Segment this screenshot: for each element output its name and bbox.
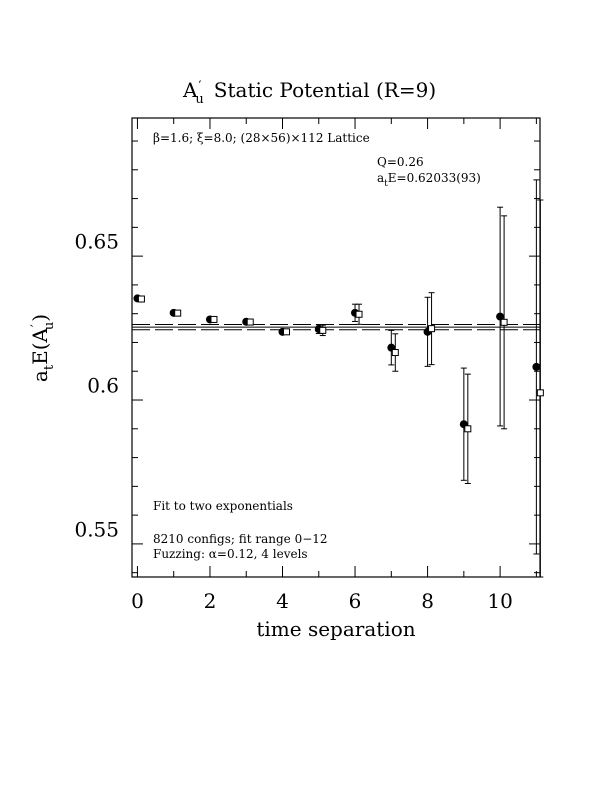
fit-band <box>132 323 540 331</box>
x-axis-ticks: 0 2 4 6 8 10 <box>131 118 537 613</box>
x-tick-label: 6 <box>349 589 362 613</box>
x-tick-label: 8 <box>421 589 434 613</box>
x-tick-label: 4 <box>276 589 289 613</box>
data-point-square <box>536 389 544 397</box>
energy-annotation: atE=0.62033(93) <box>377 171 481 189</box>
x-tick-label: 10 <box>487 589 512 613</box>
data-point-square <box>428 325 436 333</box>
x-axis-label: time separation <box>256 617 415 641</box>
y-axis-label: atE(A′u) <box>28 314 57 382</box>
data-point-square <box>210 315 218 323</box>
fit-annotation: Fit to two exponentials <box>153 499 293 513</box>
data-point-circle <box>532 362 541 371</box>
data-point-square <box>355 310 363 318</box>
fuzzing-annotation: Fuzzing: α=0.12, 4 levels <box>153 547 308 561</box>
data-point-circle <box>496 312 505 321</box>
chart-title: A′ u Static Potential (R=9) <box>182 78 436 107</box>
configs-annotation: 8210 configs; fit range 0−12 <box>153 532 328 546</box>
data-point-square <box>282 328 290 336</box>
data-point-square <box>500 318 508 326</box>
data-point-square <box>174 309 182 317</box>
data-point-square <box>319 326 327 334</box>
data-point-square <box>137 295 145 303</box>
lattice-annotation: β=1.6; ξ=8.0; (28×56)×112 Lattice <box>153 131 370 145</box>
y-tick-label: 0.6 <box>87 374 119 398</box>
y-tick-label: 0.55 <box>74 518 119 542</box>
data-point-square <box>246 318 254 326</box>
q-annotation: Q=0.26 <box>377 155 424 169</box>
data-point-square <box>391 349 399 357</box>
data-series <box>133 179 544 578</box>
y-tick-label: 0.65 <box>74 230 119 254</box>
y-axis-ticks: 0.55 0.6 0.65 <box>74 140 540 574</box>
x-tick-label: 2 <box>204 589 217 613</box>
data-point-square <box>464 425 472 433</box>
x-tick-label: 0 <box>131 589 144 613</box>
